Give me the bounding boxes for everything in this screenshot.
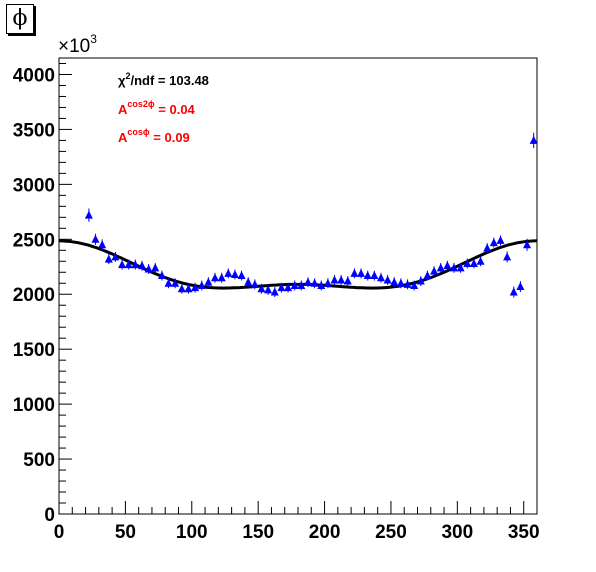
- a-cosphi-label: Acosϕ = 0.09: [118, 127, 190, 145]
- y-axis-multiplier: ×103: [58, 32, 97, 57]
- data-point: [483, 243, 492, 252]
- y-tick-label: 0: [44, 505, 55, 526]
- data-point: [503, 252, 512, 261]
- y-tick-label: 1500: [13, 340, 55, 361]
- fit-curve: [58, 239, 538, 290]
- data-point: [450, 263, 459, 272]
- data-point: [509, 287, 518, 296]
- data-point: [151, 263, 160, 272]
- data-point: [396, 278, 405, 287]
- y-tick-label: 2500: [13, 230, 55, 251]
- data-point: [303, 277, 312, 286]
- data-point: [376, 273, 385, 282]
- data-point: [204, 277, 213, 286]
- data-point: [357, 268, 366, 277]
- x-tick-label: 150: [242, 522, 274, 543]
- data-point: [171, 278, 180, 287]
- data-point: [469, 258, 478, 267]
- data-point: [137, 261, 146, 270]
- x-tick-label: 50: [115, 522, 136, 543]
- y-tick-label: 4000: [13, 65, 55, 86]
- x-tick-label: 300: [441, 522, 473, 543]
- data-point: [443, 261, 452, 270]
- data-point: [184, 284, 193, 293]
- data-point: [416, 276, 425, 285]
- data-point: [217, 273, 226, 282]
- data-point: [403, 279, 412, 288]
- data-point: [423, 271, 432, 280]
- data-point: [529, 135, 538, 144]
- data-point: [343, 276, 352, 285]
- y-tick-label: 3500: [13, 120, 55, 141]
- data-point: [157, 271, 166, 280]
- data-point: [370, 271, 379, 280]
- data-point: [98, 240, 107, 249]
- data-point: [237, 271, 246, 280]
- data-point: [230, 269, 239, 278]
- data-point: [118, 260, 127, 269]
- axes: 0 50 100 150 200 250 300 3500500100015002000250…: [13, 62, 540, 543]
- y-tick-label: 1000: [13, 395, 55, 416]
- data-point: [270, 287, 279, 296]
- data-points: [84, 132, 538, 298]
- data-point: [330, 275, 339, 284]
- x-tick-label: 250: [375, 522, 407, 543]
- x-tick-label: 350: [508, 522, 540, 543]
- chi2-ndf-label: χ2/ndf = 103.48: [118, 71, 209, 88]
- data-point: [317, 280, 326, 289]
- data-point: [91, 234, 100, 243]
- data-point: [124, 260, 133, 269]
- data-point: [131, 260, 140, 269]
- fit-curve-group: [58, 239, 538, 290]
- data-point: [197, 280, 206, 289]
- data-point: [516, 282, 525, 291]
- data-point: [257, 284, 266, 293]
- a-cos2phi-label: Acos2ϕ = 0.04: [118, 99, 196, 117]
- data-point: [363, 271, 372, 280]
- data-point: [350, 268, 359, 277]
- histogram-title-box: ϕ: [6, 4, 34, 34]
- data-point: [277, 283, 286, 292]
- data-point: [323, 278, 332, 287]
- x-tick-label: 100: [176, 522, 208, 543]
- data-point: [284, 283, 293, 292]
- data-point: [104, 254, 113, 263]
- data-point: [310, 278, 319, 287]
- data-point: [244, 277, 253, 286]
- data-point: [297, 280, 306, 289]
- data-point: [390, 277, 399, 286]
- data-point: [177, 284, 186, 293]
- data-point: [264, 285, 273, 294]
- x-tick-label: 0: [54, 522, 65, 543]
- data-point: [463, 258, 472, 267]
- x-tick-label: 200: [309, 522, 341, 543]
- y-tick-label: 500: [23, 450, 55, 471]
- data-point: [164, 278, 173, 287]
- data-point: [290, 280, 299, 289]
- data-point: [436, 263, 445, 272]
- data-point: [337, 275, 346, 284]
- data-point: [489, 238, 498, 247]
- data-point: [211, 273, 220, 282]
- data-point: [523, 240, 532, 249]
- data-point: [144, 264, 153, 273]
- data-point: [383, 275, 392, 284]
- data-point: [111, 252, 120, 261]
- data-point: [84, 210, 93, 219]
- y-tick-label: 2000: [13, 285, 55, 306]
- data-point: [476, 256, 485, 265]
- data-point: [410, 280, 419, 289]
- data-point: [496, 235, 505, 244]
- data-point: [224, 268, 233, 277]
- data-point: [456, 263, 465, 272]
- data-point: [191, 283, 200, 292]
- y-tick-label: 3000: [13, 175, 55, 196]
- data-point: [430, 266, 439, 275]
- data-point: [250, 279, 259, 288]
